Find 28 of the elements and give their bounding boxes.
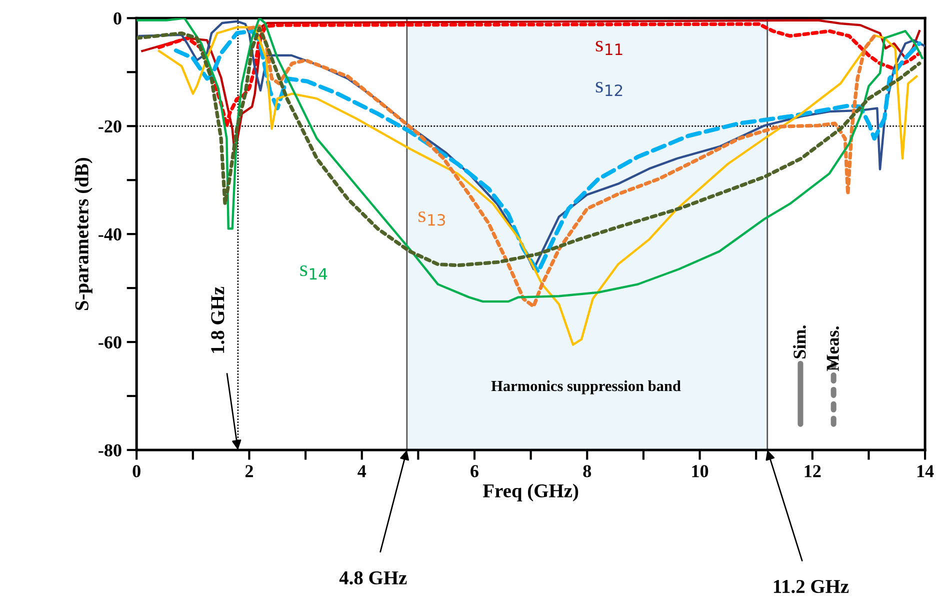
line-series: [157, 22, 922, 128]
y-axis-title: S-parameters (dB): [74, 158, 92, 310]
y-tick-label: -40: [98, 228, 122, 240]
y-tick-label: -60: [98, 336, 122, 348]
y-tick-label: -80: [98, 444, 122, 456]
x-axis-title: Freq (GHz): [482, 484, 578, 502]
x-tick-label: 10: [692, 465, 708, 478]
x-tick-label: 2: [245, 465, 253, 478]
y-tick-label: 0: [114, 12, 122, 25]
y-tick-label: -20: [98, 120, 122, 133]
annotation: Meas.: [826, 326, 839, 371]
x-tick-label: 6: [470, 465, 478, 478]
annotation: s$_{12}$: [596, 82, 622, 96]
line-series: [247, 24, 876, 308]
annotation: Harmonics suppression band: [491, 380, 681, 394]
annotation: 11.2 GHz: [774, 580, 849, 594]
x-tick-label: 4: [358, 465, 366, 478]
line-series: [141, 19, 921, 160]
annotation: 1.8 GHz: [211, 286, 224, 353]
x-tick-label: 8: [583, 465, 592, 478]
annotation: s$_{13}$: [418, 211, 445, 226]
annotation: Sim.: [793, 326, 806, 358]
annotation: 4.8 GHz: [339, 571, 407, 584]
annotation: s$_{11}$: [596, 40, 622, 55]
x-tick-label: 0: [132, 465, 140, 478]
x-tick-label: 12: [804, 465, 821, 478]
annotation: s$_{14}$: [300, 265, 328, 280]
x-tick-label: 14: [917, 465, 934, 478]
